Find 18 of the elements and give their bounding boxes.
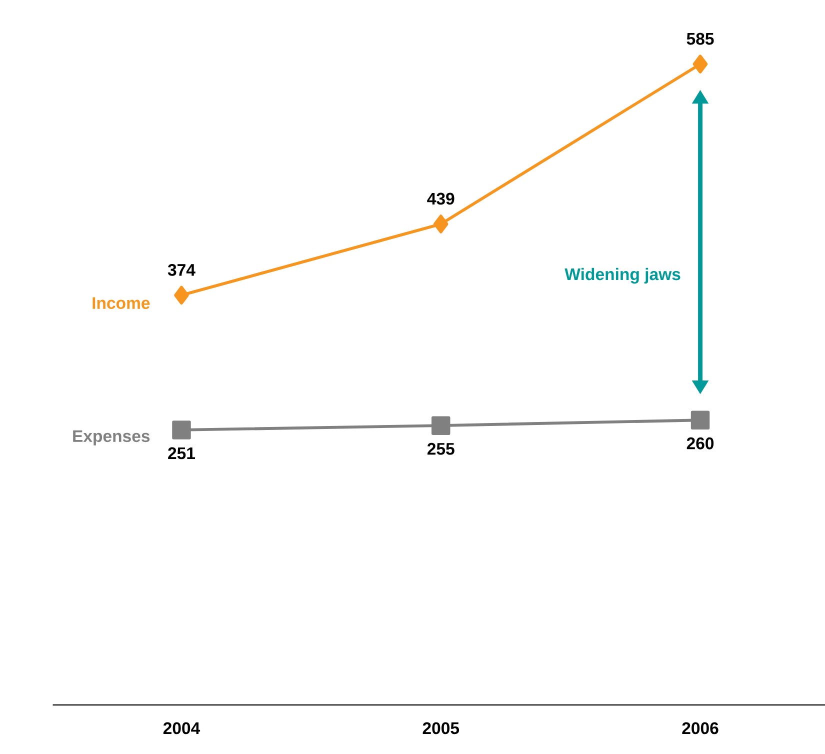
series-label: Income: [92, 297, 150, 309]
series-label: Expenses: [73, 430, 150, 446]
point: [174, 286, 189, 304]
data-label: 260: [686, 437, 714, 450]
point: [690, 410, 710, 430]
data-label: 585: [686, 32, 714, 45]
annotation: Widening jaws: [564, 268, 680, 284]
data-label: 439: [427, 192, 454, 204]
x-tick-label: 2006: [682, 722, 718, 734]
x-tick-label: 2005: [422, 722, 460, 734]
point: [432, 416, 450, 435]
point: [172, 420, 191, 440]
data-label: 374: [168, 264, 196, 276]
data-label: 251: [168, 447, 196, 459]
data-label: 255: [427, 442, 454, 455]
point: [433, 214, 448, 234]
point: [692, 54, 708, 74]
x-tick-label: 2004: [163, 722, 200, 734]
